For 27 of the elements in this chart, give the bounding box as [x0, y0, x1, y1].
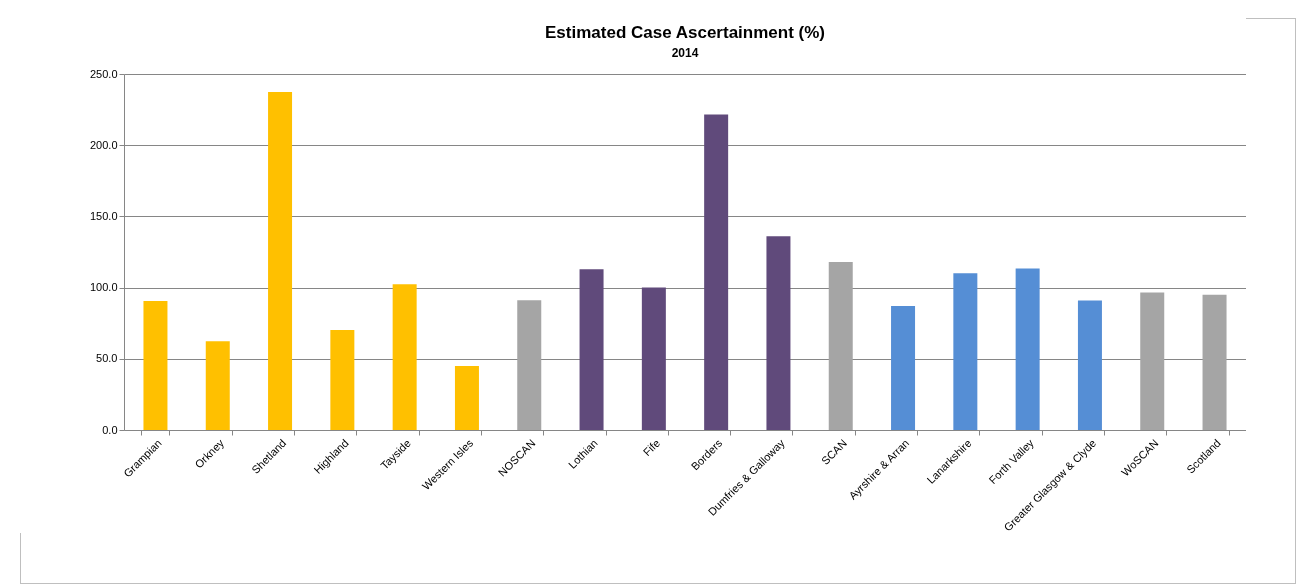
- y-tick-label: 100.0: [89, 281, 118, 294]
- bar: [1077, 300, 1102, 430]
- chart-subtitle: 2014: [671, 46, 699, 60]
- y-tick-label: 200.0: [89, 138, 118, 151]
- y-tick-label: 0.0: [102, 423, 118, 436]
- bar: [828, 261, 853, 430]
- bar: [268, 91, 293, 430]
- bar: [891, 306, 916, 430]
- bar: [454, 365, 479, 430]
- bar: [1140, 292, 1165, 430]
- bar: [641, 287, 666, 430]
- y-tick-label: 150.0: [89, 209, 118, 222]
- bar: [517, 300, 542, 430]
- chart-title: Estimated Case Ascertainment (%): [545, 23, 825, 42]
- bar: [205, 341, 230, 430]
- bar: [579, 269, 604, 430]
- bar: [953, 273, 978, 430]
- y-tick-label: 50.0: [96, 352, 118, 365]
- bar: [143, 300, 168, 430]
- bar: [392, 284, 417, 430]
- bar: [1015, 268, 1040, 430]
- x-tick-label: Fife: [640, 436, 663, 459]
- y-tick-label: 250.0: [89, 67, 118, 80]
- bar: [330, 330, 355, 430]
- bar: [1202, 294, 1227, 430]
- bar: [704, 114, 729, 430]
- bar: [766, 236, 791, 430]
